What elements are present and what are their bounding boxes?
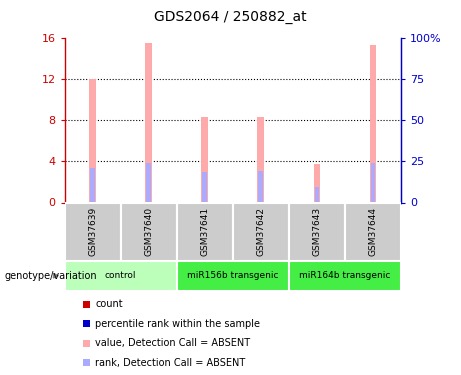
Bar (289, 202, 345, 261)
Text: GSM37641: GSM37641 (200, 207, 209, 256)
Bar (177, 261, 289, 291)
Bar (65, 261, 177, 291)
Bar (289, 261, 401, 291)
Bar (259, 171, 263, 202)
Bar (65, 202, 121, 261)
Text: GSM37640: GSM37640 (144, 207, 153, 256)
Text: miR156b transgenic: miR156b transgenic (187, 271, 278, 280)
Bar (89, 79, 96, 203)
Bar (177, 202, 233, 261)
Bar (314, 187, 319, 202)
Text: control: control (105, 271, 136, 280)
Bar (345, 202, 401, 261)
Text: value, Detection Call = ABSENT: value, Detection Call = ABSENT (95, 338, 250, 348)
Bar (146, 164, 151, 202)
Bar (90, 168, 95, 202)
Bar (202, 172, 207, 202)
Bar (145, 43, 152, 203)
Text: GSM37643: GSM37643 (313, 207, 321, 256)
Text: GSM37642: GSM37642 (256, 207, 266, 256)
Bar (313, 164, 320, 202)
Text: GSM37639: GSM37639 (88, 207, 97, 256)
Text: rank, Detection Call = ABSENT: rank, Detection Call = ABSENT (95, 358, 245, 368)
Text: genotype/variation: genotype/variation (5, 271, 97, 280)
Bar (258, 117, 264, 202)
Text: miR164b transgenic: miR164b transgenic (299, 271, 390, 280)
Text: count: count (95, 299, 123, 309)
Bar (371, 164, 375, 202)
Bar (370, 45, 376, 203)
Bar (121, 202, 177, 261)
Bar (201, 117, 208, 202)
Text: GSM37644: GSM37644 (368, 207, 378, 256)
Text: percentile rank within the sample: percentile rank within the sample (95, 319, 260, 328)
Bar (233, 202, 289, 261)
Text: GDS2064 / 250882_at: GDS2064 / 250882_at (154, 10, 307, 24)
